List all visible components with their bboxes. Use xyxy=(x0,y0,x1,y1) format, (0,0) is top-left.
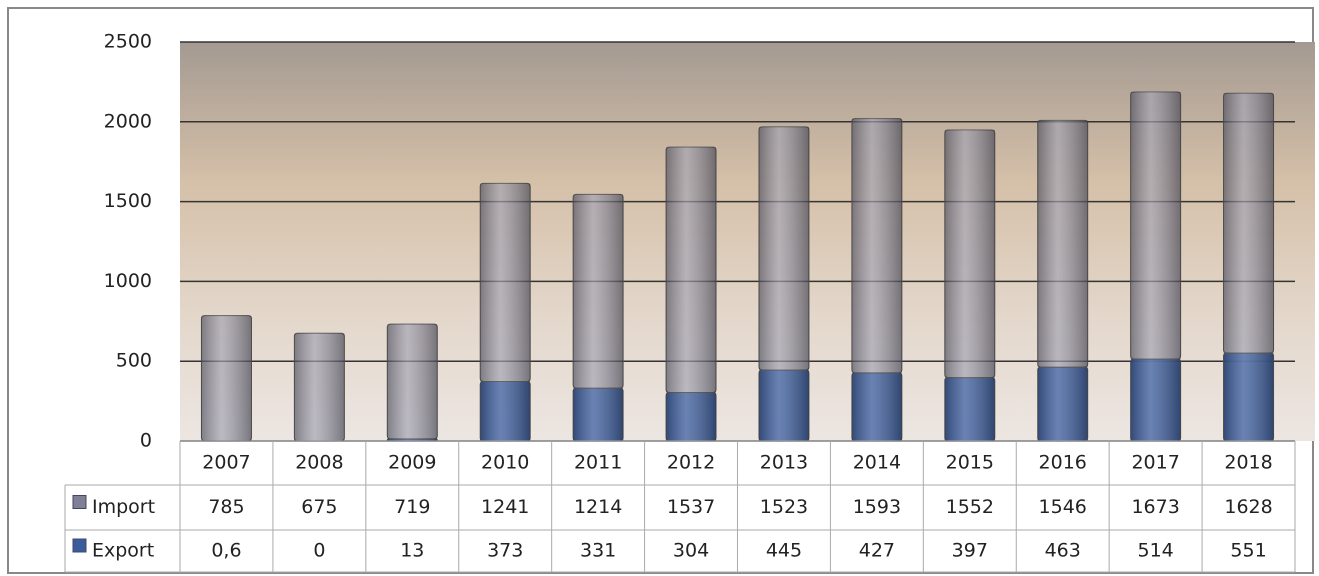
bar-shine xyxy=(387,324,438,439)
table-value: 0 xyxy=(313,540,325,562)
bar-shine xyxy=(851,118,902,373)
bar-shine xyxy=(851,372,902,441)
y-tick-label: 2500 xyxy=(104,31,152,53)
bar-shine xyxy=(666,147,717,393)
y-tick-label: 2000 xyxy=(104,110,152,132)
table-value: 1628 xyxy=(1224,496,1272,518)
table-value: 397 xyxy=(952,540,988,562)
bar-shine xyxy=(1223,93,1274,354)
x-tick-label: 2007 xyxy=(202,452,250,474)
bar-shine xyxy=(944,129,995,378)
table-value: 0,6 xyxy=(211,540,241,562)
bar-shine xyxy=(1130,91,1181,359)
table-value: 445 xyxy=(766,540,802,562)
y-tick-label: 500 xyxy=(116,350,152,372)
y-tick-label: 1000 xyxy=(104,270,152,292)
x-tick-label: 2015 xyxy=(946,452,994,474)
legend-label: Import xyxy=(92,496,155,518)
x-tick-label: 2011 xyxy=(574,452,622,474)
legend-key xyxy=(72,495,87,509)
bar-shine xyxy=(1037,367,1088,441)
table-value: 551 xyxy=(1230,540,1266,562)
bar-shine xyxy=(1037,120,1088,368)
table-value: 1552 xyxy=(946,496,994,518)
bar-shine xyxy=(387,438,438,441)
bar-shine xyxy=(480,183,531,382)
bar-shine xyxy=(944,377,995,441)
bar-shine xyxy=(294,333,345,441)
table-value: 1537 xyxy=(667,496,715,518)
bar-shine xyxy=(1130,358,1181,441)
table-value: 373 xyxy=(487,540,523,562)
bar-shine xyxy=(573,388,624,441)
legend-key xyxy=(72,538,87,553)
bar-shine xyxy=(758,369,809,441)
x-tick-label: 2012 xyxy=(667,452,715,474)
legend-label: Export xyxy=(92,540,154,562)
table-value: 719 xyxy=(394,496,430,518)
bar-shine xyxy=(573,194,624,389)
table-value: 1546 xyxy=(1039,496,1087,518)
table-value: 463 xyxy=(1045,540,1081,562)
x-tick-label: 2008 xyxy=(295,452,343,474)
bar-shine xyxy=(201,315,252,441)
x-tick-label: 2016 xyxy=(1039,452,1087,474)
table-value: 1241 xyxy=(481,496,529,518)
table-value: 331 xyxy=(580,540,616,562)
bar-shine xyxy=(1223,353,1274,441)
table-value: 13 xyxy=(400,540,424,562)
table-value: 1593 xyxy=(853,496,901,518)
bar-shine xyxy=(480,381,531,441)
table-value: 1673 xyxy=(1131,496,1179,518)
x-tick-label: 2009 xyxy=(388,452,436,474)
y-tick-label: 0 xyxy=(140,430,152,452)
plot-background xyxy=(180,42,1315,441)
table-value: 427 xyxy=(859,540,895,562)
bar-shine xyxy=(666,392,717,441)
table-value: 304 xyxy=(673,540,709,562)
table-value: 514 xyxy=(1137,540,1173,562)
x-tick-label: 2018 xyxy=(1224,452,1272,474)
x-tick-label: 2013 xyxy=(760,452,808,474)
table-value: 1523 xyxy=(760,496,808,518)
x-tick-label: 2010 xyxy=(481,452,529,474)
table-value: 1214 xyxy=(574,496,622,518)
x-tick-label: 2014 xyxy=(853,452,901,474)
table-value: 785 xyxy=(208,496,244,518)
y-tick-label: 1500 xyxy=(104,190,152,212)
x-tick-label: 2017 xyxy=(1131,452,1179,474)
table-value: 675 xyxy=(301,496,337,518)
bar-shine xyxy=(758,126,809,370)
